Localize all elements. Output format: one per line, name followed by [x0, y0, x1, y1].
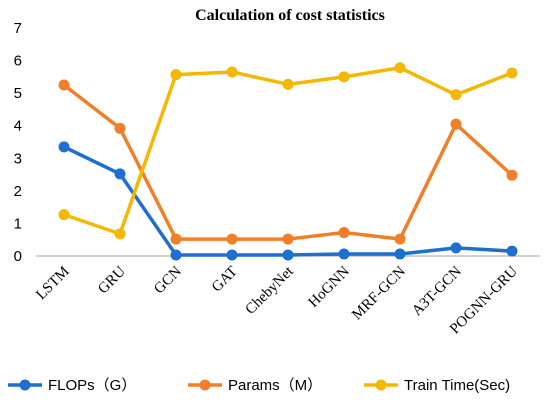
series-3: [58, 62, 518, 240]
y-tick-label: 0: [14, 248, 22, 265]
y-tick-label: 7: [14, 20, 22, 37]
series-group: [58, 62, 518, 261]
data-point: [282, 249, 294, 261]
data-point: [506, 245, 518, 257]
legend-label: FLOPs（G）: [48, 377, 136, 394]
data-point: [226, 66, 238, 78]
data-point: [58, 79, 70, 91]
legend: FLOPs（G） Params（M） Train Time(Sec): [8, 377, 510, 394]
data-point: [338, 248, 350, 260]
data-point: [506, 169, 518, 181]
data-point: [170, 249, 182, 261]
data-point: [506, 67, 518, 79]
y-tick-label: 4: [14, 118, 22, 135]
legend-marker: [375, 379, 387, 391]
data-point: [282, 78, 294, 90]
data-point: [394, 62, 406, 74]
x-tick-label: HoGNN: [306, 263, 353, 310]
data-point: [338, 71, 350, 83]
data-point: [170, 233, 182, 245]
y-tick-label: 5: [14, 85, 22, 102]
series-1: [58, 141, 518, 261]
data-point: [450, 118, 462, 130]
data-point: [114, 228, 126, 240]
x-tick-label: GAT: [209, 264, 241, 296]
x-tick-label: A3T-GCN: [409, 263, 465, 319]
data-point: [114, 122, 126, 134]
y-tick-label: 6: [14, 53, 22, 70]
data-point: [114, 168, 126, 180]
series-line: [62, 83, 514, 241]
data-point: [58, 141, 70, 153]
x-tick-label: LSTM: [33, 264, 73, 304]
chart-title: Calculation of cost statistics: [195, 7, 385, 24]
data-point: [226, 233, 238, 245]
legend-marker: [199, 379, 211, 391]
data-point: [170, 69, 182, 81]
x-tick-label: MRF-GCN: [349, 263, 409, 323]
x-tick-label: GRU: [95, 263, 129, 297]
legend-label: Params（M）: [228, 377, 322, 394]
legend-label: Train Time(Sec): [404, 377, 510, 394]
y-tick-label: 3: [14, 150, 22, 167]
data-point: [58, 209, 70, 221]
data-point: [450, 242, 462, 254]
legend-item: Train Time(Sec): [364, 377, 510, 394]
legend-marker: [19, 379, 31, 391]
x-tick-label: GCN: [151, 263, 185, 297]
legend-item: FLOPs（G）: [8, 377, 136, 394]
y-axis-ticks: 0 1 2 3 4 5 6 7: [14, 20, 22, 265]
data-point: [282, 233, 294, 245]
data-point: [226, 249, 238, 261]
data-point: [394, 233, 406, 245]
data-point: [338, 227, 350, 239]
data-point: [450, 89, 462, 101]
y-tick-label: 2: [14, 183, 22, 200]
series-2: [58, 79, 518, 245]
y-tick-label: 1: [14, 215, 22, 232]
data-point: [394, 248, 406, 260]
legend-item: Params（M）: [188, 377, 322, 394]
x-tick-label: ChebyNet: [243, 263, 298, 318]
